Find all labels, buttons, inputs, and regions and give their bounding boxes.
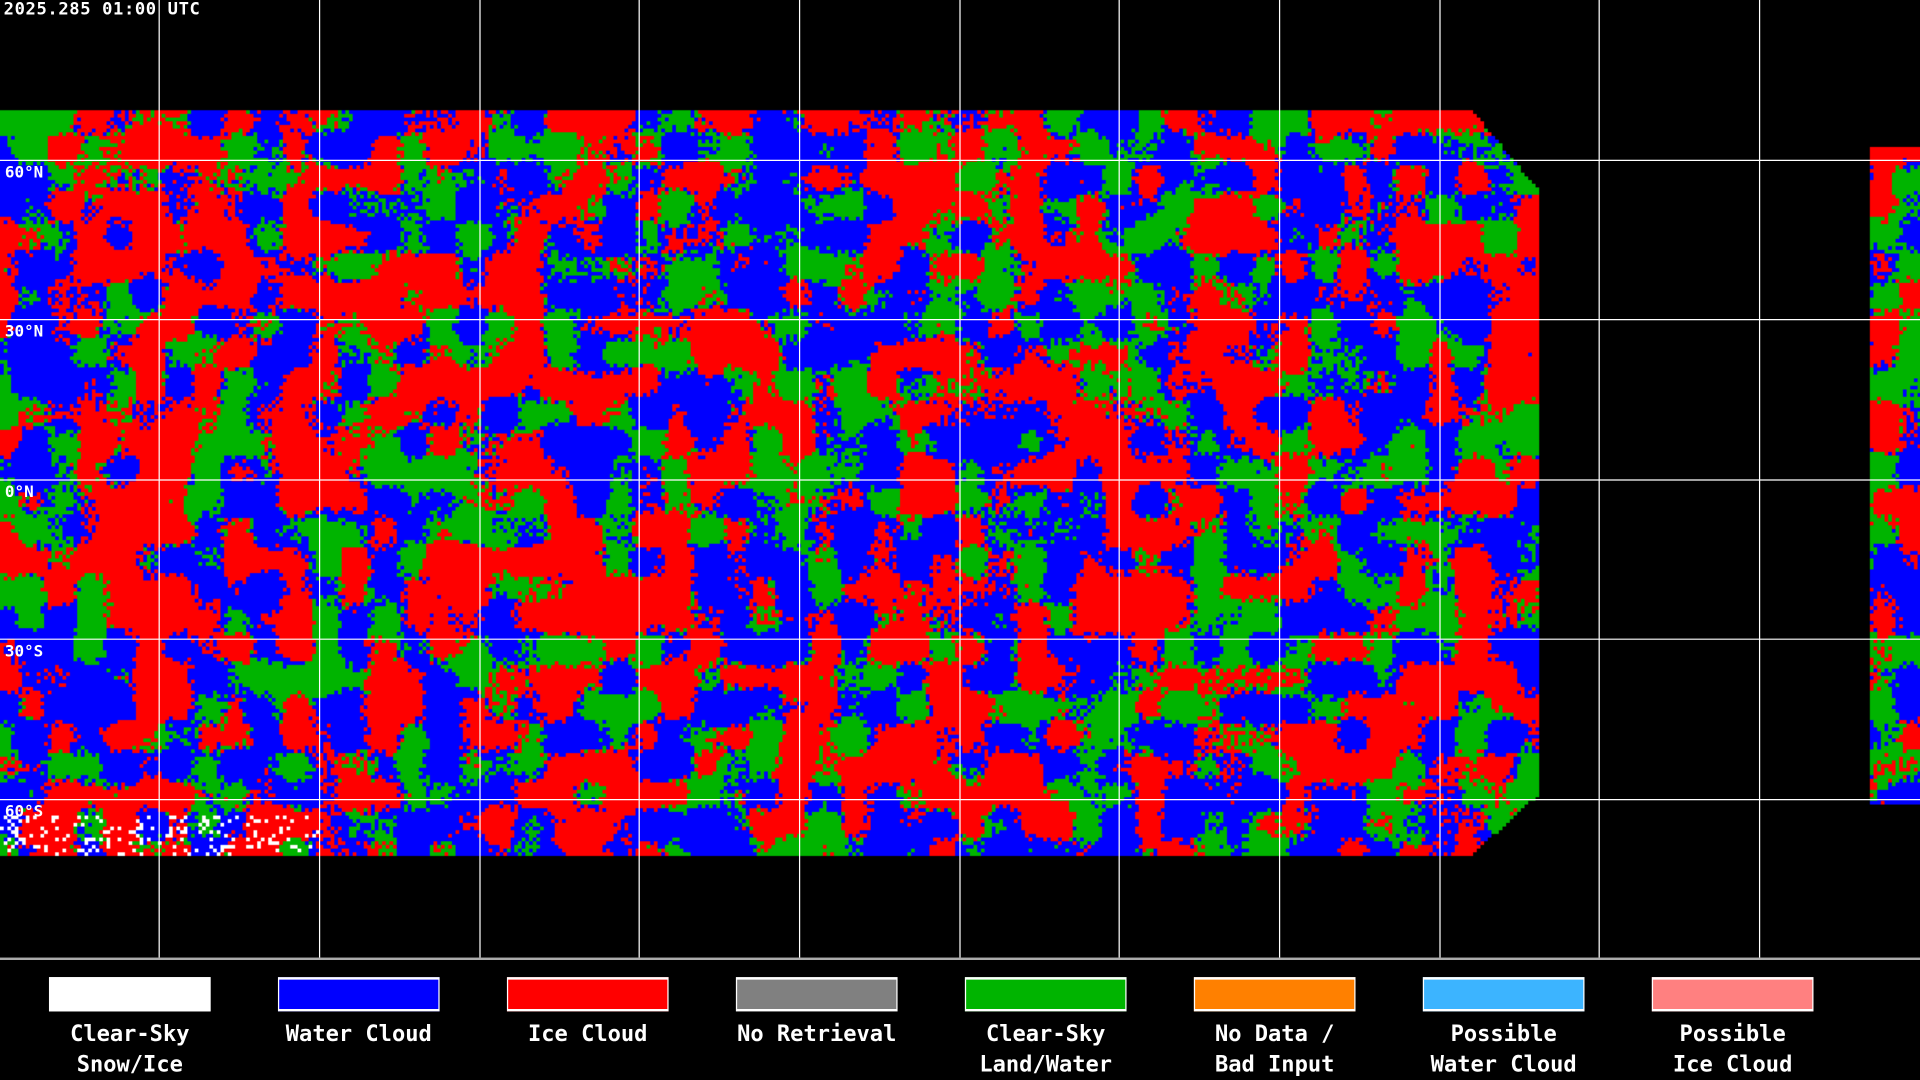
lat-label-30s: 30°S — [4, 642, 44, 662]
legend-label-line1: Water Cloud — [285, 1021, 432, 1047]
legend-swatch — [1422, 977, 1585, 1012]
legend-item-clear-sky-land-water[interactable]: Clear-Sky Land/Water — [954, 977, 1138, 1080]
legend-label-line2: Land/Water — [979, 1051, 1113, 1078]
legend-swatch — [735, 977, 898, 1012]
map-legend-divider — [0, 957, 1920, 961]
legend-label-line1: Possible — [1450, 1021, 1557, 1047]
legend-label-line1: No Data / — [1214, 1021, 1335, 1047]
legend-item-possible-ice-cloud[interactable]: Possible Ice Cloud — [1641, 977, 1825, 1080]
legend-label-line1: Possible — [1679, 1021, 1786, 1047]
legend-swatch — [1651, 977, 1814, 1012]
legend-label-line1: No Retrieval — [737, 1021, 897, 1047]
legend-item-no-data-bad-input[interactable]: No Data / Bad Input — [1183, 977, 1367, 1080]
lat-lon-grid — [0, 0, 1920, 958]
legend-swatch — [506, 977, 669, 1012]
legend-item-clear-sky-snow-ice[interactable]: Clear-Sky Snow/Ice — [38, 977, 222, 1080]
legend-swatch — [277, 977, 440, 1012]
legend-label-line1: Clear-Sky — [70, 1021, 190, 1047]
legend-swatch — [48, 977, 211, 1012]
cloud-phase-map — [0, 0, 1920, 958]
timestamp-title: 2025.285 01:00 UTC — [3, 0, 201, 20]
legend-label-line2: Ice Cloud — [1672, 1051, 1793, 1078]
lat-label-60s: 60°S — [4, 803, 44, 822]
lat-label-60n: 60°N — [4, 164, 44, 183]
legend-swatch — [964, 977, 1127, 1012]
legend-label-line2: Snow/Ice — [76, 1051, 183, 1078]
legend-label-line1: Ice Cloud — [528, 1021, 648, 1047]
legend-label-line2: Bad Input — [1214, 1051, 1335, 1078]
legend-label-line1: Clear-Sky — [985, 1021, 1106, 1047]
legend-swatch — [1193, 977, 1356, 1012]
legend-label-line2: Water Cloud — [1430, 1051, 1577, 1078]
lat-label-0n: 0°N — [4, 483, 34, 503]
lat-label-30n: 30°N — [4, 323, 44, 342]
legend-item-water-cloud[interactable]: Water Cloud — [267, 977, 451, 1049]
legend-item-no-retrieval[interactable]: No Retrieval — [725, 977, 909, 1049]
legend-item-ice-cloud[interactable]: Ice Cloud — [496, 977, 680, 1049]
legend-item-possible-water-cloud[interactable]: Possible Water Cloud — [1412, 977, 1596, 1080]
